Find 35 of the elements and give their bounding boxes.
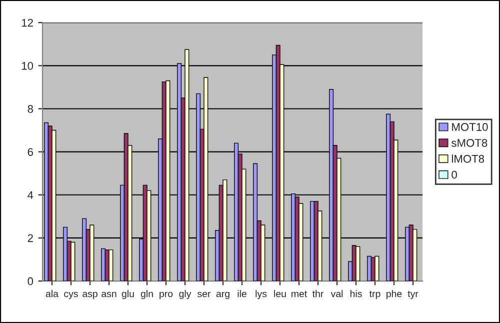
x-tick-label: tyr	[408, 290, 418, 300]
bar	[108, 249, 114, 282]
x-tick-label: lys	[256, 290, 267, 300]
x-tick-label: leu	[274, 290, 286, 298]
x-tick-label: trp	[369, 290, 380, 300]
bar	[70, 242, 76, 282]
x-tick-label: gln	[140, 290, 153, 300]
x-tick-label: cys	[64, 292, 78, 300]
x-tick-label: asn	[102, 292, 116, 298]
y-tick-label: 4	[28, 191, 34, 199]
x-tick-label: val	[330, 290, 343, 298]
x-tick-label: ser	[198, 292, 211, 298]
x-tick-label: phe	[386, 290, 402, 300]
x-tick-label: arg	[216, 292, 230, 300]
y-tick-label: 8	[28, 105, 33, 113]
y-tick-label: 2	[28, 234, 33, 242]
legend-label: lMOT8	[452, 154, 484, 163]
legend-label: 0	[452, 170, 457, 179]
y-tick-label: 10	[22, 62, 34, 70]
x-tick-label: glu	[122, 290, 134, 300]
legend-label: MOT10	[452, 123, 488, 131]
x-tick-label: thr	[312, 290, 324, 298]
x-tick-label: ala	[46, 290, 58, 298]
y-tick-label: 12	[22, 18, 33, 27]
x-tick-label: his	[350, 290, 362, 298]
x-tick-label: asp	[82, 292, 98, 300]
y-tick-label: 6	[28, 148, 33, 156]
y-tick-label: 0	[28, 277, 34, 286]
bar	[374, 256, 380, 282]
x-tick-label: met	[292, 290, 308, 298]
x-tick-label: pro	[160, 292, 173, 300]
legend-label: sMOT8	[452, 138, 488, 147]
x-tick-label: ile	[238, 290, 246, 298]
bar	[356, 246, 360, 282]
x-tick-label: gly	[179, 290, 192, 300]
